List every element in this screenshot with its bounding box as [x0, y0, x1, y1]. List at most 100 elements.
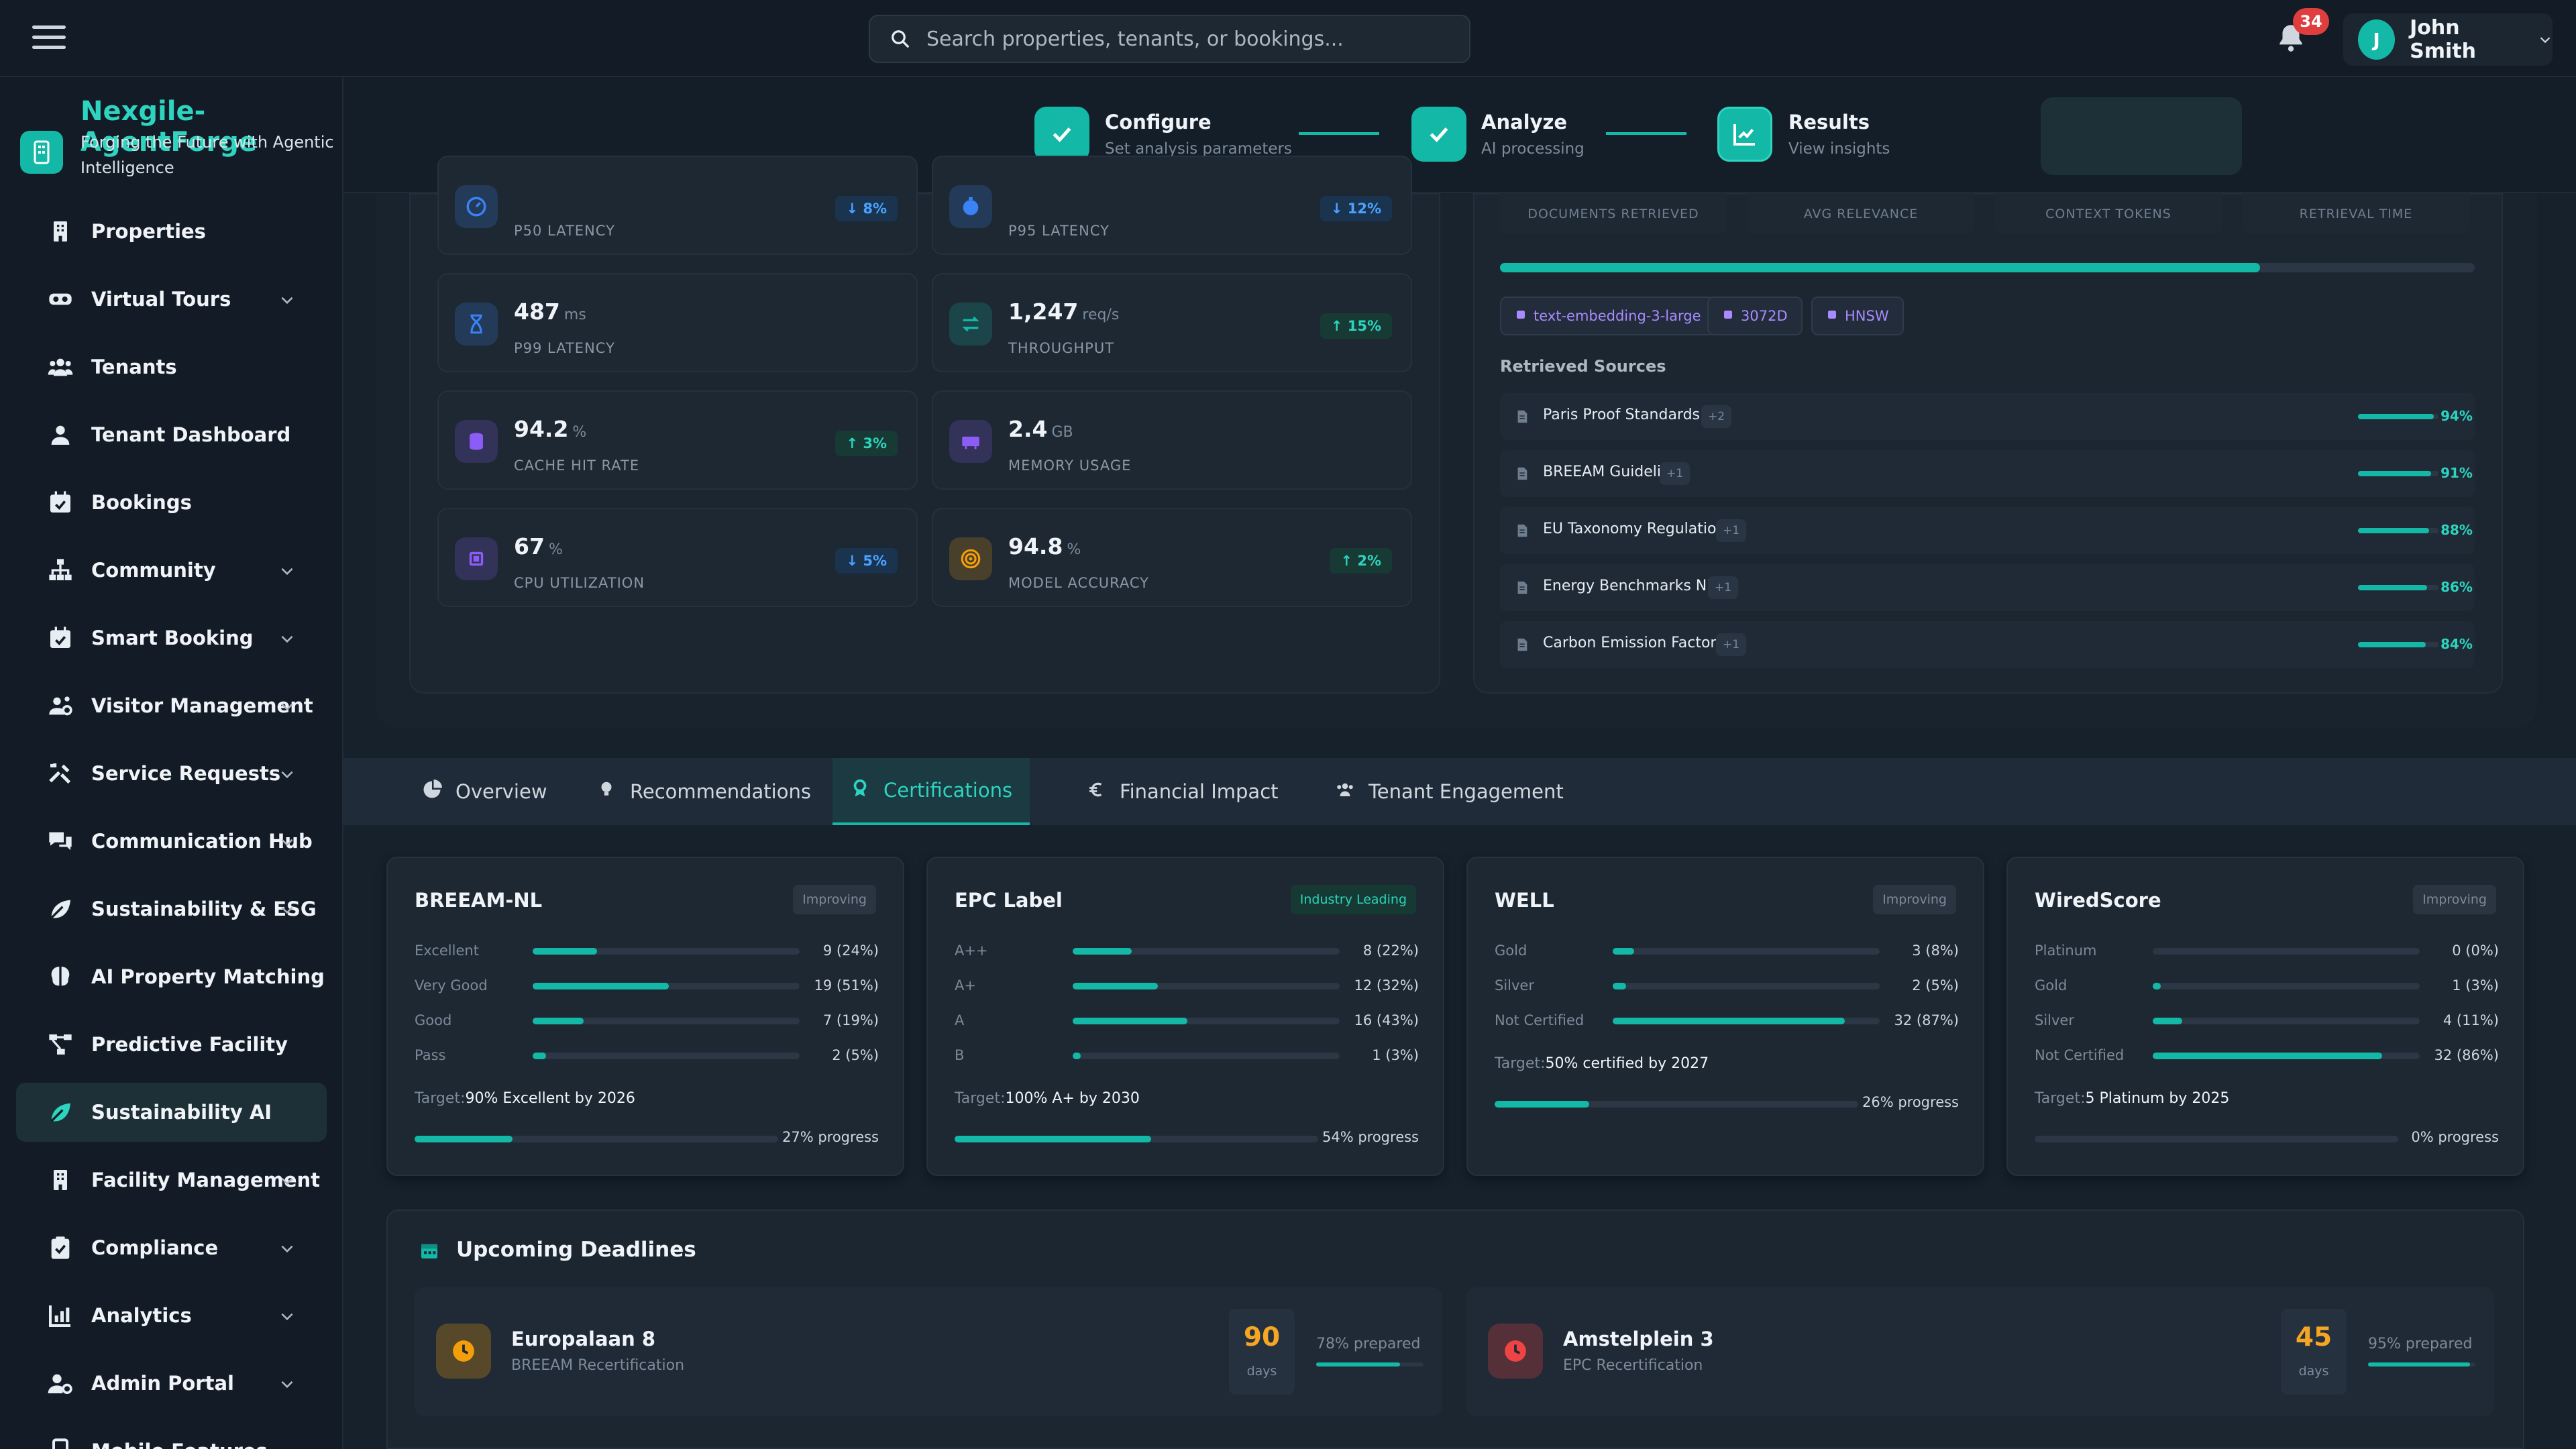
sidebar-item-facility-management[interactable]: Facility Management: [16, 1150, 327, 1210]
prepared-bar: [2368, 1362, 2475, 1366]
hamburger-menu-icon[interactable]: [32, 25, 66, 52]
sidebar-item-tenant-dashboard[interactable]: Tenant Dashboard: [16, 405, 327, 464]
sidebar-item-tenants[interactable]: Tenants: [16, 337, 327, 396]
document-icon: [1515, 466, 1529, 484]
trend-badge: ↑ 2%: [1330, 548, 1392, 574]
retrieved-source-row[interactable]: Paris Proof Standards +2 94%: [1500, 393, 2475, 440]
embedding-chip[interactable]: HNSW: [1811, 297, 1904, 335]
step-results-title: Results: [1788, 111, 1870, 133]
relevance-bar: [2358, 585, 2438, 590]
row-bar: [1613, 1018, 1880, 1024]
metric-value: 2.4 GB: [1008, 416, 1073, 442]
retrieved-source-row[interactable]: Energy Benchmarks NL +1 86%: [1500, 564, 2475, 611]
sidebar-item-predictive-facility[interactable]: Predictive Facility: [16, 1015, 327, 1074]
gauge-icon: [455, 185, 498, 228]
tab-label: Tenant Engagement: [1368, 780, 1564, 803]
tab-certifications[interactable]: Certifications: [833, 758, 1030, 825]
sidebar-item-label: Tenant Dashboard: [91, 423, 291, 446]
sidebar-item-bookings[interactable]: Bookings: [16, 473, 327, 532]
lightbulb-icon: [596, 780, 616, 804]
row-label: Very Good: [415, 977, 488, 994]
relevance-bar: [2358, 471, 2438, 476]
days-value: 90: [1243, 1322, 1281, 1352]
certification-status-badge: Improving: [2413, 885, 2496, 914]
days-label: days: [2298, 1364, 2329, 1379]
sidebar-item-compliance[interactable]: Compliance: [16, 1218, 327, 1277]
tab-financial-impact[interactable]: Financial Impact: [1069, 758, 1296, 825]
deadline-item[interactable]: Europalaan 8 BREEAM Recertification 90 days…: [415, 1287, 1442, 1416]
metric-unit: ms: [564, 307, 586, 323]
sidebar-item-sustainability-esg[interactable]: Sustainability & ESG: [16, 879, 327, 938]
row-bar: [2153, 983, 2420, 989]
row-bar-fill: [1613, 1018, 1845, 1024]
tab-overview[interactable]: Overview: [405, 758, 565, 825]
deadline-type: EPC Recertification: [1563, 1357, 1703, 1374]
search-input[interactable]: Search properties, tenants, or bookings.…: [869, 15, 1470, 63]
search-placeholder: Search properties, tenants, or bookings.…: [926, 27, 1344, 51]
sidebar-item-properties[interactable]: Properties: [16, 202, 327, 261]
metric-value: 487 ms: [514, 299, 586, 325]
brand-logo-icon: [20, 131, 63, 174]
metric-number: 487: [514, 299, 560, 325]
row-label: Not Certified: [2035, 1047, 2125, 1063]
sidebar-item-smart-booking[interactable]: Smart Booking: [16, 608, 327, 667]
embedding-chip[interactable]: 3072D: [1707, 297, 1803, 335]
tab-tenant-engagement[interactable]: Tenant Engagement: [1318, 758, 1581, 825]
leaf-icon: [46, 1097, 75, 1127]
sidebar-item-communication-hub[interactable]: Communication Hub: [16, 812, 327, 871]
deadline-item[interactable]: Amstelplein 3 EPC Recertification 45 days 95…: [1466, 1287, 2494, 1416]
tab-label: Certifications: [883, 779, 1013, 802]
target-value: 100% A+ by 2030: [1005, 1090, 1140, 1107]
retrieved-source-row[interactable]: BREEAM Guidelines +1 91%: [1500, 450, 2475, 497]
tab-recommendations[interactable]: Recommendations: [579, 758, 828, 825]
vr-headset-icon: [46, 284, 75, 314]
chart-bar-icon: [46, 1301, 75, 1330]
user-name: John Smith: [2410, 16, 2476, 63]
leaf-icon: [46, 894, 75, 924]
embedding-chip[interactable]: text-embedding-3-large: [1500, 297, 1716, 335]
mobile-icon: [46, 1436, 75, 1449]
progress-bar: [955, 1136, 1318, 1142]
row-bar: [1073, 1053, 1340, 1059]
tab-label: Overview: [455, 780, 547, 803]
deadlines-title: Upcoming Deadlines: [456, 1238, 696, 1262]
sidebar-item-service-requests[interactable]: Service Requests: [16, 744, 327, 803]
sidebar-item-mobile-features[interactable]: Mobile Features: [16, 1421, 327, 1449]
certification-row: B 1 (3%): [955, 1046, 1419, 1066]
row-label: Not Certified: [1495, 1012, 1585, 1028]
sidebar-item-visitor-management[interactable]: Visitor Management: [16, 676, 327, 735]
users-icon: [46, 352, 75, 382]
step-results-chart-icon[interactable]: [1717, 107, 1772, 162]
relevance-fill: [2358, 528, 2429, 533]
retrieved-source-row[interactable]: EU Taxonomy Regulation +1 88%: [1500, 507, 2475, 554]
step-configure-title: Configure: [1105, 111, 1212, 133]
row-bar-fill: [2153, 1018, 2182, 1024]
row-value: 19 (51%): [814, 977, 879, 994]
calendar-icon: [419, 1240, 440, 1264]
progress-fill: [1495, 1101, 1589, 1108]
row-value: 32 (87%): [1894, 1012, 1959, 1028]
metric-label: P95 LATENCY: [1008, 223, 1110, 239]
sidebar-item-virtual-tours[interactable]: Virtual Tours: [16, 270, 327, 329]
sidebar-item-analytics[interactable]: Analytics: [16, 1286, 327, 1345]
sidebar-item-label: Community: [91, 559, 216, 582]
step-configure-check-icon[interactable]: [1034, 107, 1089, 162]
search-icon: [892, 30, 909, 48]
sidebar-item-admin-portal[interactable]: Admin Portal: [16, 1354, 327, 1413]
certification-row: Very Good 19 (51%): [415, 976, 879, 996]
brain-icon: [46, 962, 75, 991]
certification-progress: 54% progress: [955, 1129, 1419, 1149]
sidebar-item-ai-property-matching[interactable]: AI Property Matching: [16, 947, 327, 1006]
source-count-badge: +1: [1708, 576, 1739, 599]
hourglass-icon: [455, 303, 498, 345]
step-analyze-check-icon[interactable]: [1411, 107, 1466, 162]
source-count-badge: +1: [1716, 633, 1747, 656]
sidebar-item-community[interactable]: Community: [16, 541, 327, 600]
calendar-check-icon: [46, 623, 75, 653]
target-label: Target:: [415, 1090, 466, 1107]
retrieved-source-row[interactable]: Carbon Emission Factors +1 84%: [1500, 621, 2475, 668]
relevance-bar: [2358, 642, 2438, 647]
relevance-score: 86%: [2440, 579, 2473, 595]
sidebar-item-sustainability-ai[interactable]: Sustainability AI: [16, 1083, 327, 1142]
user-menu[interactable]: J John Smith: [2343, 13, 2553, 66]
